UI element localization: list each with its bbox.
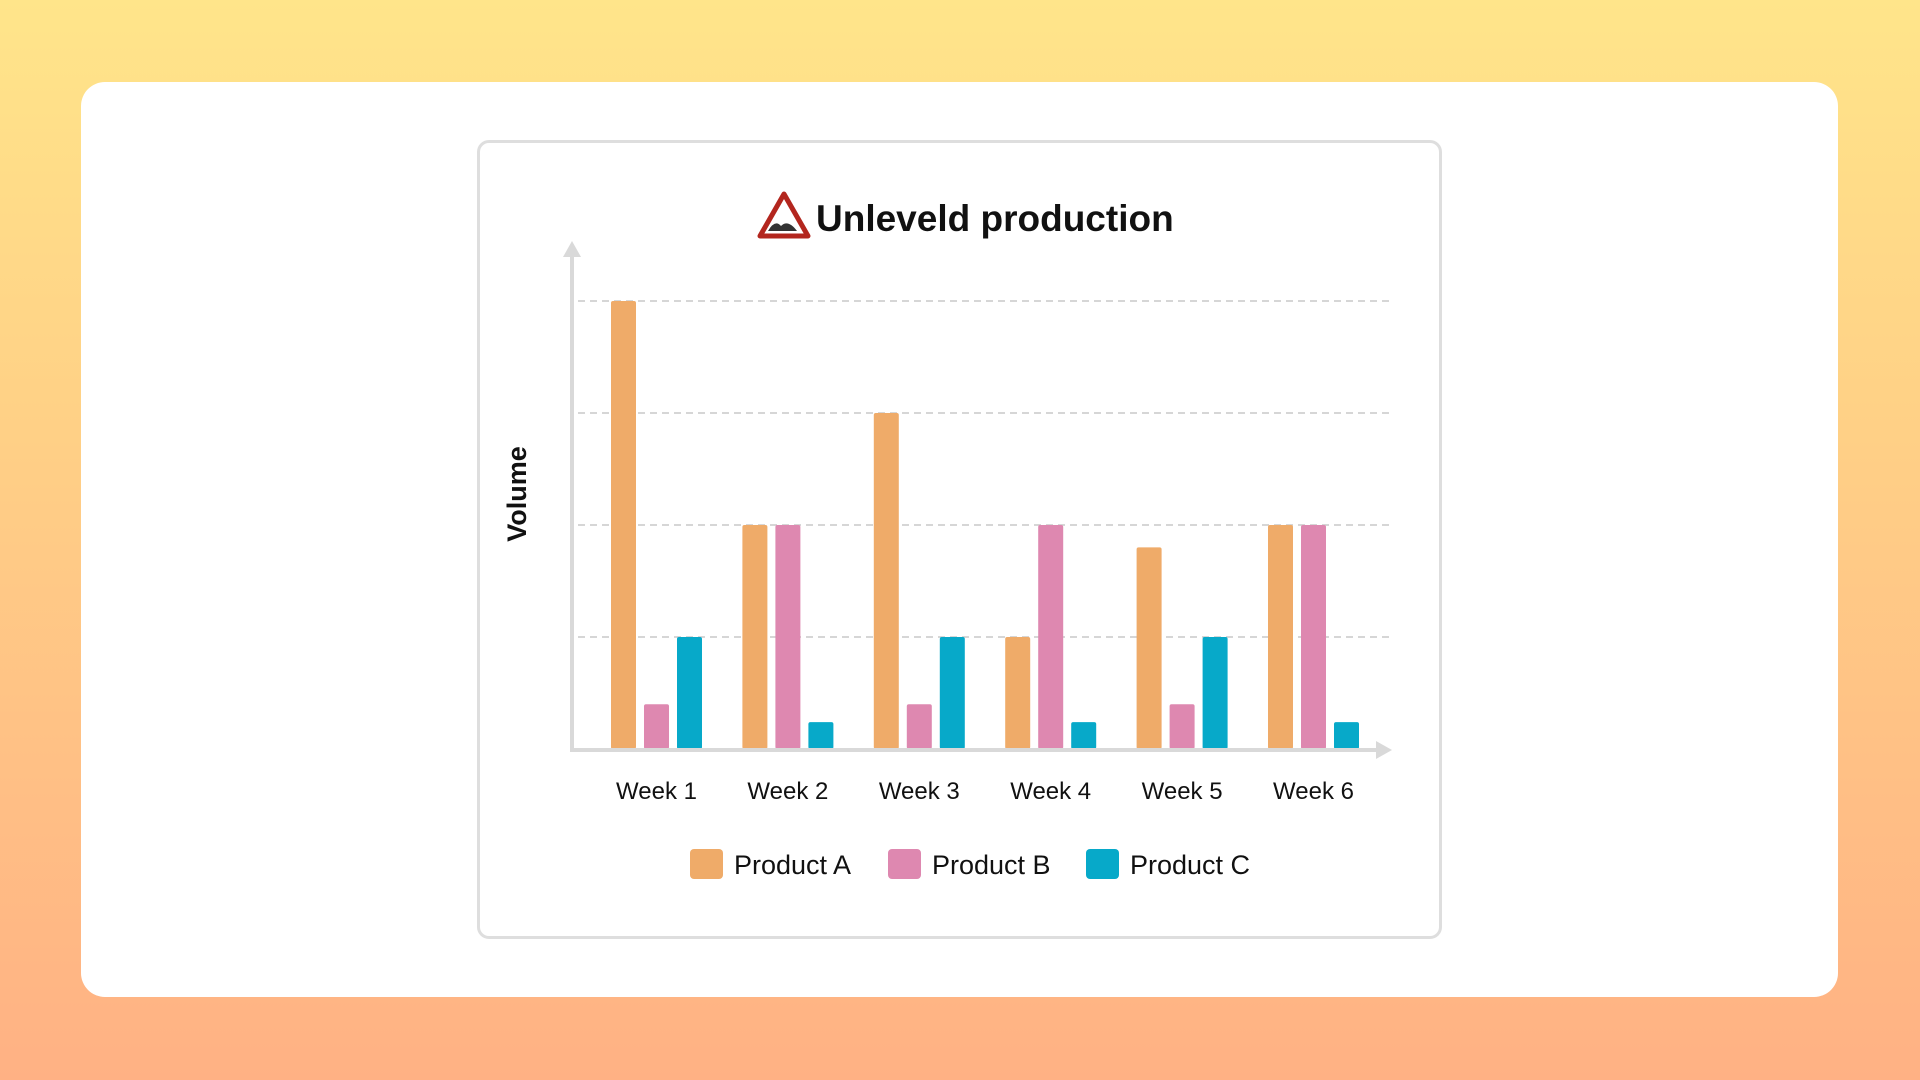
bar-product-a-week-4	[1005, 637, 1031, 749]
bar-product-c-week-5	[1202, 637, 1228, 749]
x-tick-label: Week 5	[1142, 778, 1223, 805]
legend-swatch-product-c	[1086, 849, 1119, 879]
bar-product-b-week-6	[1301, 525, 1326, 749]
bar-product-a-week-5	[1136, 547, 1162, 749]
bar-product-b-week-4	[1038, 525, 1064, 749]
bars	[611, 301, 1359, 749]
x-tick-label: Week 6	[1273, 778, 1354, 805]
legend-swatch-product-a	[690, 849, 723, 879]
legend: Product A Product B Product C	[690, 849, 1250, 880]
bar-product-a-week-1	[611, 301, 636, 749]
x-tick-label: Week 1	[616, 778, 697, 805]
axes	[563, 241, 1392, 759]
y-axis-label: Volume	[502, 446, 532, 542]
gridlines	[578, 300, 1390, 638]
bar-product-c-week-2	[808, 722, 834, 749]
x-tick-label: Week 3	[879, 778, 960, 805]
bar-product-a-week-6	[1268, 525, 1293, 749]
legend-label-product-a: Product A	[734, 850, 851, 880]
bar-product-b-week-2	[775, 525, 801, 749]
bar-product-b-week-1	[644, 704, 669, 749]
bar-product-c-week-6	[1334, 722, 1359, 749]
bar-product-b-week-5	[1169, 704, 1195, 749]
x-tick-labels: Week 1 Week 2 Week 3 Week 4 Week 5 Week 6	[616, 778, 1354, 805]
x-tick-label: Week 2	[747, 778, 828, 805]
legend-label-product-b: Product B	[932, 850, 1051, 880]
bar-product-b-week-3	[906, 704, 932, 749]
bar-product-a-week-3	[873, 413, 899, 749]
uneven-road-warning-icon	[757, 191, 811, 239]
legend-label-product-c: Product C	[1130, 850, 1250, 880]
legend-swatch-product-b	[888, 849, 921, 879]
x-tick-label: Week 4	[1010, 778, 1091, 805]
bar-product-a-week-2	[742, 525, 768, 749]
y-axis-arrow-icon	[563, 241, 581, 257]
bar-product-c-week-4	[1071, 722, 1097, 749]
chart-title: Unleveld production	[816, 198, 1174, 239]
x-axis-arrow-icon	[1376, 741, 1392, 759]
bar-product-c-week-3	[939, 637, 965, 749]
bar-product-c-week-1	[677, 637, 702, 749]
